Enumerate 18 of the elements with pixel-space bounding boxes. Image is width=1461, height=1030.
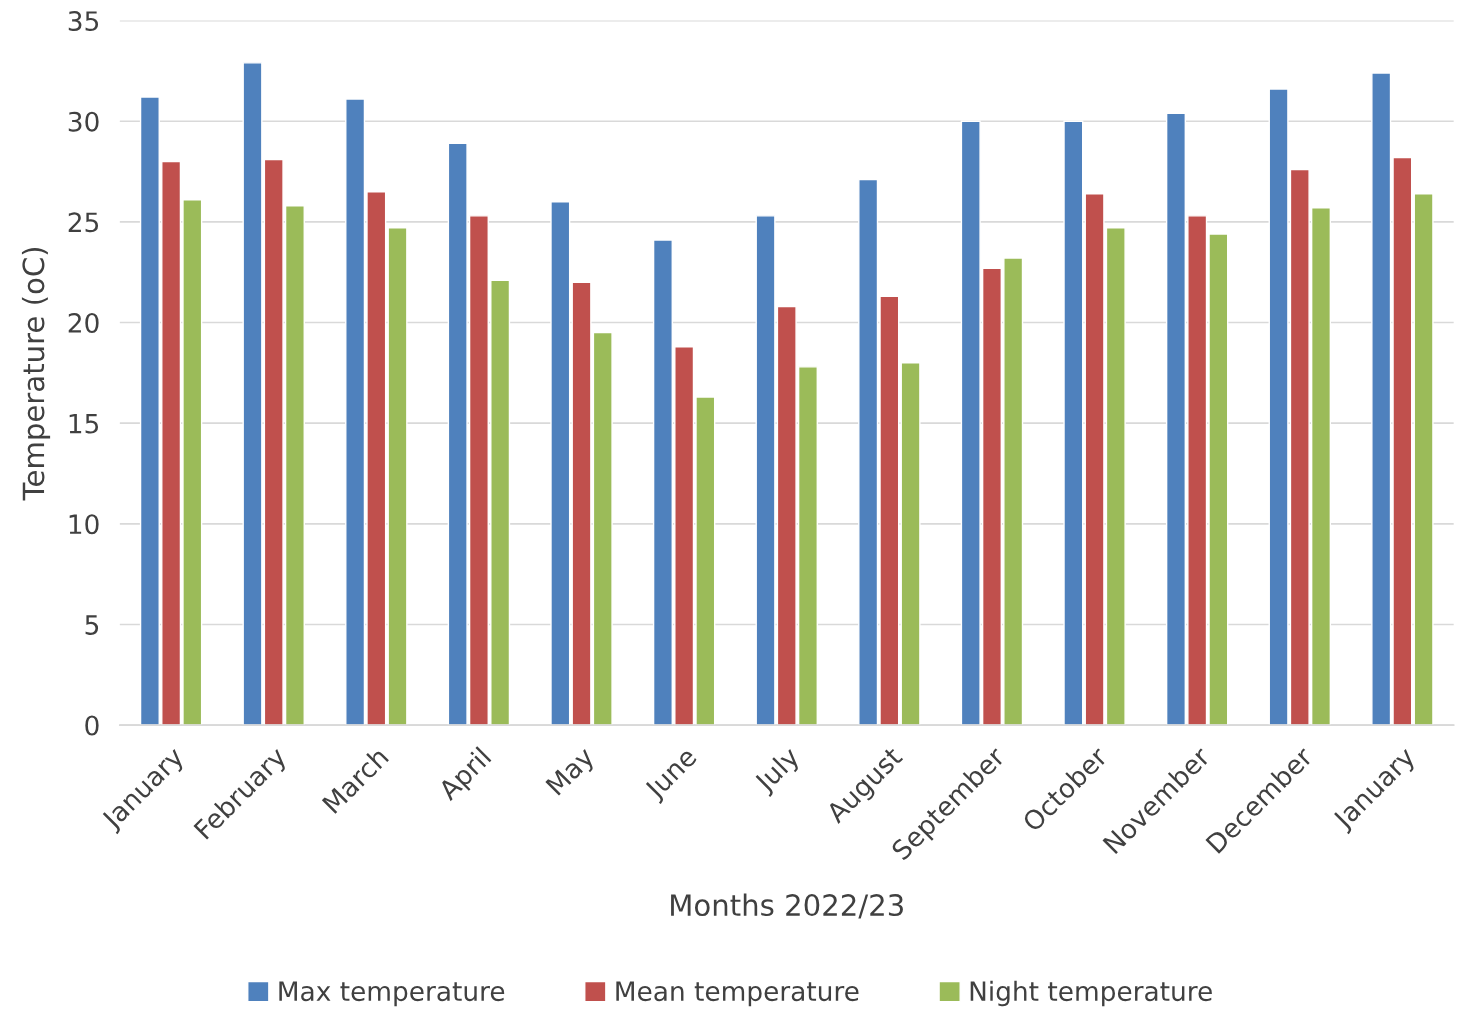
legend-label: Mean temperature — [616, 981, 859, 1007]
y-tick-label: 10 — [69, 514, 99, 535]
bar — [1413, 193, 1434, 726]
y-axis-title: Temperature (oC) — [21, 247, 51, 501]
x-axis-title: Months 2022/23 — [671, 893, 903, 919]
legend-label: Night temperature — [970, 980, 1212, 1007]
y-tick-label: 25 — [68, 212, 99, 233]
y-tick-label: 35 — [68, 11, 99, 31]
y-tick-label: 15 — [69, 413, 99, 434]
bar — [900, 362, 921, 726]
bar — [1063, 120, 1084, 726]
legend-label: Max temperature — [279, 981, 505, 1007]
y-tick-label: 0 — [85, 715, 99, 736]
y-tick-label: 5 — [85, 615, 99, 635]
y-tick-label: 20 — [68, 312, 99, 333]
bar — [550, 201, 571, 726]
y-tick-label: 30 — [68, 111, 99, 132]
bar — [387, 227, 408, 726]
